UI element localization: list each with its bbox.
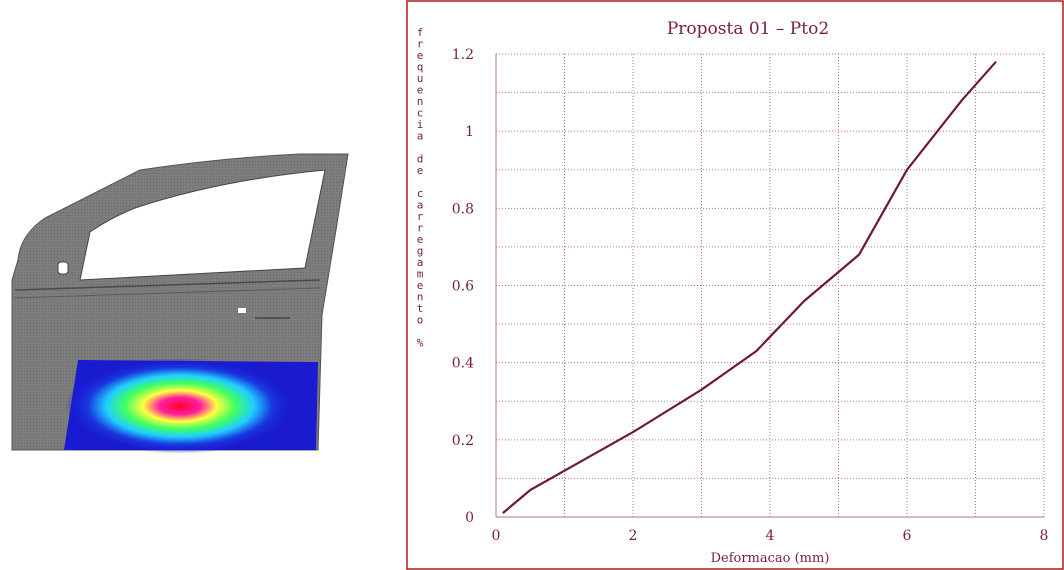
y-tick-label: 0.2 — [452, 433, 474, 449]
y-axis-label-char: f — [417, 26, 424, 39]
line-chart: Proposta 01 – Pto2 0 2 4 6 8 0 0.2 0.4 0.6 0.8 1 1.… — [406, 0, 1064, 570]
series-layer — [502, 60, 997, 514]
y-axis-label-char: e — [417, 279, 424, 292]
y-axis-label-char: c — [417, 187, 424, 200]
car-door-deformation-heatmap-icon — [11, 153, 349, 454]
y-axis-label-char: t — [417, 302, 424, 315]
chart-panel: Proposta 01 – Pto2 0 2 4 6 8 0 0.2 0.4 0.6 0.8 1 1.… — [406, 0, 1064, 570]
y-axis-label-char: r — [417, 222, 424, 235]
y-tick-label: 0.6 — [452, 279, 474, 295]
x-tick-label: 2 — [629, 528, 638, 544]
y-axis-label-char: d — [417, 153, 424, 166]
y-axis-label-char: e — [417, 233, 424, 246]
y-tick-label: 1 — [465, 124, 474, 140]
y-axis-label-char: i — [417, 118, 424, 131]
y-axis-label-char: c — [417, 107, 424, 120]
y-axis-label-char: n — [417, 95, 424, 108]
y-axis-label-char: a — [417, 199, 424, 212]
grid — [495, 53, 1045, 518]
y-axis-label-char: q — [417, 61, 424, 74]
chart-title: Proposta 01 – Pto2 — [667, 19, 829, 39]
y-axis-label-char: o — [417, 314, 424, 327]
chart-frame — [406, 0, 1064, 570]
y-axis-label-char: g — [417, 245, 424, 258]
y-axis-label-char: n — [417, 291, 424, 304]
y-tick-label: 0.8 — [452, 201, 474, 217]
y-axis-label-char: e — [417, 84, 424, 97]
y-axis-label-char: a — [417, 256, 424, 269]
y-axis-label-char: % — [417, 337, 424, 350]
y-axis-label-char: e — [417, 164, 424, 177]
y-axis-label-char: e — [417, 49, 424, 62]
y-axis-label-char: m — [417, 268, 424, 281]
series-line — [502, 60, 997, 514]
door-heatmap-image — [0, 140, 360, 470]
x-tick-label: 4 — [766, 528, 775, 544]
x-tick-label: 6 — [903, 528, 912, 544]
x-tick-label: 0 — [492, 528, 501, 544]
y-axis-label-char: r — [417, 38, 424, 51]
y-axis-label-char: u — [417, 72, 424, 85]
y-tick-label: 0.4 — [452, 356, 474, 372]
x-tick-label: 8 — [1040, 528, 1049, 544]
y-tick-label: 0 — [465, 510, 474, 526]
x-axis-title: Deformacao (mm) — [711, 551, 830, 566]
y-tick-label: 1.2 — [452, 47, 474, 63]
y-axis-label-char: r — [417, 210, 424, 223]
tick-labels: 0 2 4 6 8 0 0.2 0.4 0.6 0.8 1 1.2 — [452, 47, 1049, 544]
y-axis-label-char: a — [417, 130, 424, 143]
